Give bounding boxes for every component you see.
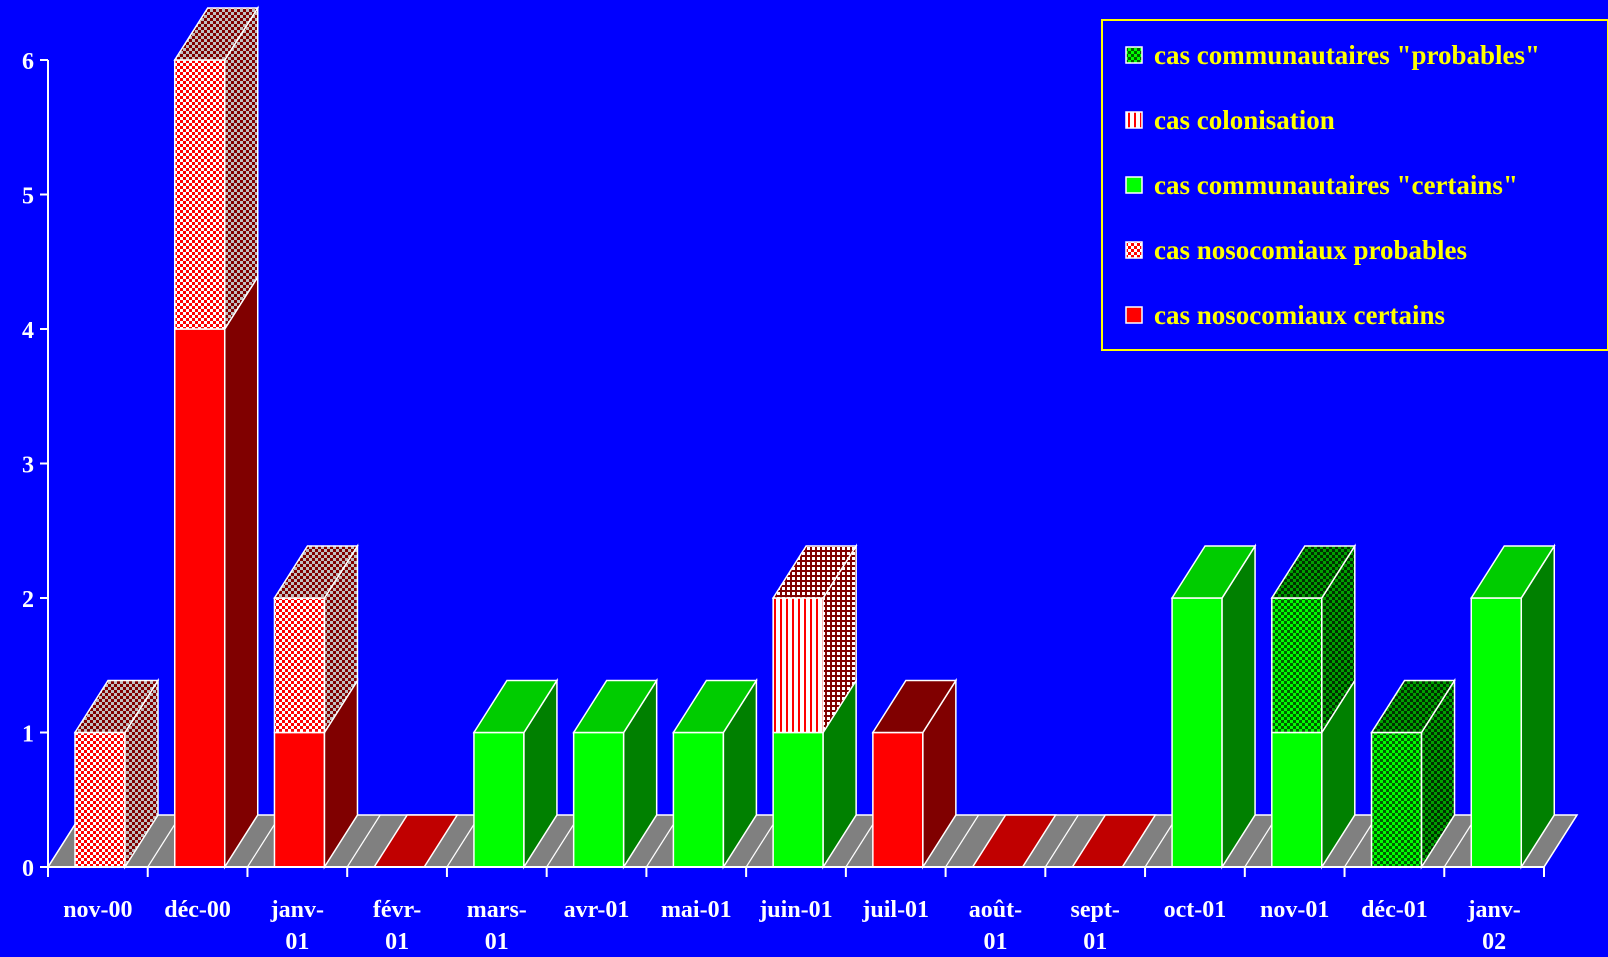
axes-group: 0 1 2 3 4 5 6 nov-00 déc-00 janv-01 févr-01 mars-01…	[22, 49, 1545, 955]
legend-item-noso_prob: cas nosocomiaux probables	[1125, 235, 1467, 265]
x-tick-label: janv-01	[270, 897, 324, 955]
bar-front	[74, 731, 126, 868]
x-tick-label: sept-01	[1071, 897, 1120, 955]
legend-label: cas communautaires "probables"	[1154, 40, 1540, 70]
bar-front	[473, 731, 525, 868]
bar-comm_cert-11	[1170, 543, 1257, 870]
x-tick-label: juin-01	[758, 897, 832, 923]
bar-front	[173, 59, 226, 330]
x-tick-label: août-01	[969, 897, 1022, 955]
legend-swatch	[1125, 46, 1143, 64]
bar-side	[223, 5, 259, 332]
bar-top	[173, 7, 260, 61]
bar-noso_prob-2	[273, 543, 359, 736]
legend-label: cas colonisation	[1154, 105, 1335, 135]
legend-box	[1101, 19, 1608, 351]
bar-noso_cert-8	[871, 677, 958, 870]
bar-noso_cert-1	[173, 274, 259, 870]
bar-comm_cert-14	[1469, 543, 1556, 870]
bar-front	[1171, 597, 1223, 868]
bar-top	[871, 679, 958, 734]
legend-swatch	[1125, 111, 1143, 129]
bar-front	[273, 597, 326, 734]
x-tick-label: déc-01	[1361, 897, 1428, 923]
legend-label: cas nosocomiaux probables	[1154, 235, 1467, 265]
bar-top	[1469, 545, 1556, 599]
y-tick-label: 4	[22, 318, 34, 344]
bar-front	[173, 328, 226, 868]
legend-swatch	[1125, 241, 1143, 259]
legend-label: cas nosocomiaux certains	[1154, 300, 1445, 330]
bar-comm_cert-12	[1271, 677, 1356, 870]
bar-front	[572, 731, 625, 868]
x-tick-label: déc-00	[164, 897, 231, 923]
bar-top	[273, 545, 359, 599]
bar-side	[1520, 543, 1556, 870]
bar-front	[1470, 597, 1523, 868]
y-tick-label: 2	[22, 587, 34, 613]
x-tick-label: févr-01	[373, 897, 421, 955]
bar-noso_cert-2	[273, 677, 359, 870]
bar-front	[772, 597, 824, 734]
bar-front	[672, 731, 725, 868]
legend-label: cas communautaires "certains"	[1154, 170, 1518, 200]
bar-comm_prob-12	[1270, 543, 1357, 736]
bar-front	[872, 731, 924, 868]
x-tick-label: mai-01	[661, 897, 732, 923]
bar-top	[572, 679, 659, 734]
bar-top	[472, 679, 559, 734]
bar-front	[1271, 597, 1323, 734]
bar-side	[223, 274, 259, 870]
floor-divider	[346, 814, 381, 868]
legend-swatch	[1125, 306, 1143, 324]
bar-comm_cert-6	[672, 677, 758, 870]
bar-comm_prob-13	[1370, 677, 1456, 870]
bar-front	[772, 731, 824, 868]
y-tick-label: 6	[22, 49, 34, 75]
legend-item-comm_cert: cas communautaires "certains"	[1125, 170, 1518, 200]
x-tick-label: janv-02	[1466, 897, 1520, 955]
x-tick-label: oct-01	[1164, 897, 1227, 923]
bar-top	[1270, 545, 1357, 599]
floor-divider	[1543, 814, 1578, 868]
bar-comm_cert-7	[772, 677, 857, 870]
x-tick-label: juil-01	[861, 897, 929, 923]
bars-group	[73, 5, 1556, 870]
bar-front	[273, 731, 326, 868]
legend-item-comm_prob: cas communautaires "probables"	[1125, 40, 1540, 70]
x-tick-label: mars-01	[467, 897, 527, 955]
bar-comm_cert-5	[572, 677, 659, 870]
bar-colon-7	[771, 543, 858, 736]
bar-noso_prob-1	[173, 5, 260, 332]
legend: cas communautaires "probables" cas coloni…	[1101, 19, 1608, 351]
bar-top	[771, 545, 858, 599]
x-tick-label: nov-00	[63, 897, 132, 923]
bar-top	[73, 679, 160, 734]
legend-item-colon: cas colonisation	[1125, 105, 1335, 135]
y-tick-label: 0	[22, 856, 34, 882]
legend-swatch	[1125, 176, 1143, 194]
bar-front	[1370, 731, 1423, 868]
bar-top	[1370, 679, 1456, 734]
y-tick-label: 3	[22, 453, 34, 479]
bar-top	[672, 679, 758, 734]
x-tick-label: nov-01	[1260, 897, 1329, 923]
bar-front	[1271, 731, 1323, 868]
bar-side	[1221, 543, 1256, 870]
floor-divider	[1044, 814, 1079, 868]
legend-item-noso_cert: cas nosocomiaux certains	[1125, 300, 1445, 330]
floor-divider	[945, 814, 980, 868]
bar-comm_cert-4	[472, 677, 559, 870]
y-tick-label: 5	[22, 184, 34, 210]
bar-top	[1170, 545, 1257, 599]
y-tick-label: 1	[22, 722, 34, 748]
x-tick-label: avr-01	[564, 897, 630, 923]
